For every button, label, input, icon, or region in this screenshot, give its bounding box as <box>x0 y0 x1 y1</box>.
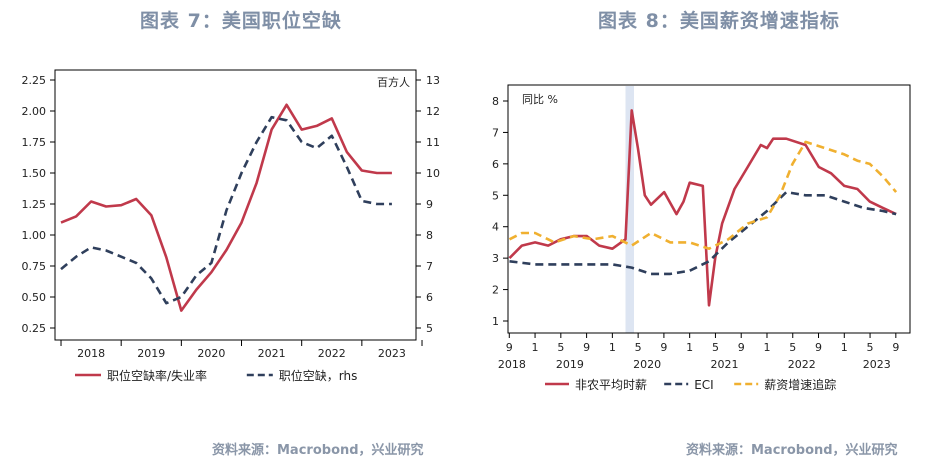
left-x-tick-label: 2021 <box>258 347 286 360</box>
right-axis-tick-label: 9 <box>426 198 433 211</box>
right-x-month-label: 5 <box>712 341 719 354</box>
right-x-month-label: 9 <box>583 341 590 354</box>
left-y-tick-label: 0.25 <box>22 322 47 335</box>
right-legend-label: 薪资增速追踪 <box>764 377 836 392</box>
right-y-tick-label: 7 <box>492 126 499 139</box>
left-series-line <box>60 115 392 305</box>
right-x-month-label: 5 <box>557 341 564 354</box>
left-x-tick-label: 2022 <box>318 347 346 360</box>
right-series-line <box>509 190 897 276</box>
right-x-month-label: 9 <box>738 341 745 354</box>
left-chart-title: 图表 7：美国职位空缺 <box>140 10 342 32</box>
left-y-tick-label: 0.75 <box>22 260 47 273</box>
right-x-month-label: 9 <box>815 341 822 354</box>
right-axis-tick-label: 11 <box>426 136 440 149</box>
right-legend-label: ECI <box>694 378 714 392</box>
left-y-tick-label: 1.50 <box>22 167 47 180</box>
right-plot-frame <box>507 84 911 334</box>
left-plot-frame <box>54 69 417 341</box>
right-axis-tick-label: 13 <box>426 74 440 87</box>
right-x-year-label: 2018 <box>498 358 526 371</box>
right-series-line <box>508 140 898 250</box>
right-shaded-band <box>625 86 635 333</box>
right-y-tick-label: 1 <box>492 315 499 328</box>
left-y-tick-label: 2.25 <box>22 74 47 87</box>
right-x-month-label: 9 <box>892 341 899 354</box>
right-axis-tick-label: 6 <box>426 291 433 304</box>
right-x-month-label: 1 <box>686 341 693 354</box>
right-x-month-label: 9 <box>506 341 513 354</box>
right-axis-tick-label: 7 <box>426 260 433 273</box>
right-x-year-label: 2021 <box>710 358 738 371</box>
left-x-tick-label: 2018 <box>77 347 105 360</box>
right-x-year-label: 2023 <box>863 358 891 371</box>
right-y-tick-label: 5 <box>492 189 499 202</box>
right-x-year-label: 2022 <box>788 358 816 371</box>
right-axis-tick-label: 5 <box>426 322 433 335</box>
right-axis-tick-label: 8 <box>426 229 433 242</box>
left-y-tick-label: 1.00 <box>22 229 47 242</box>
right-unit-label: 同比 % <box>522 93 558 106</box>
right-x-year-label: 2019 <box>556 358 584 371</box>
left-y-tick-label: 1.25 <box>22 198 47 211</box>
left-y-tick-label: 0.50 <box>22 291 47 304</box>
right-series-line <box>508 109 897 307</box>
left-source-note: 资料来源：Macrobond，兴业研究 <box>212 443 424 458</box>
right-x-month-label: 1 <box>763 341 770 354</box>
right-y-tick-label: 2 <box>492 284 499 297</box>
right-x-month-label: 9 <box>660 341 667 354</box>
right-x-month-label: 5 <box>635 341 642 354</box>
right-x-month-label: 1 <box>609 341 616 354</box>
right-source-note: 资料来源：Macrobond，兴业研究 <box>686 443 898 458</box>
right-x-month-label: 1 <box>532 341 539 354</box>
left-legend-label: 职位空缺，rhs <box>279 368 358 383</box>
right-y-tick-label: 4 <box>492 221 499 234</box>
left-x-tick-label: 2020 <box>197 347 225 360</box>
right-chart-title: 图表 8：美国薪资增速指标 <box>598 10 840 32</box>
left-series-line <box>60 103 392 312</box>
right-x-year-label: 2020 <box>633 358 661 371</box>
left-y-tick-label: 2.00 <box>22 105 47 118</box>
right-axis-tick-label: 12 <box>426 105 440 118</box>
left-y-tick-label: 1.75 <box>22 136 47 149</box>
left-x-tick-label: 2023 <box>378 347 406 360</box>
right-legend-label: 非农平均时薪 <box>575 378 647 392</box>
right-x-month-label: 5 <box>867 341 874 354</box>
left-unit-label: 百方人 <box>377 75 410 89</box>
right-y-tick-label: 6 <box>492 158 499 171</box>
right-y-tick-label: 8 <box>492 95 499 108</box>
right-x-month-label: 5 <box>789 341 796 354</box>
left-x-tick-label: 2019 <box>137 347 165 360</box>
right-axis-tick-label: 10 <box>426 167 440 180</box>
left-legend-label: 职位空缺率/失业率 <box>107 368 207 383</box>
right-y-tick-label: 3 <box>492 252 499 265</box>
right-x-month-label: 1 <box>841 341 848 354</box>
